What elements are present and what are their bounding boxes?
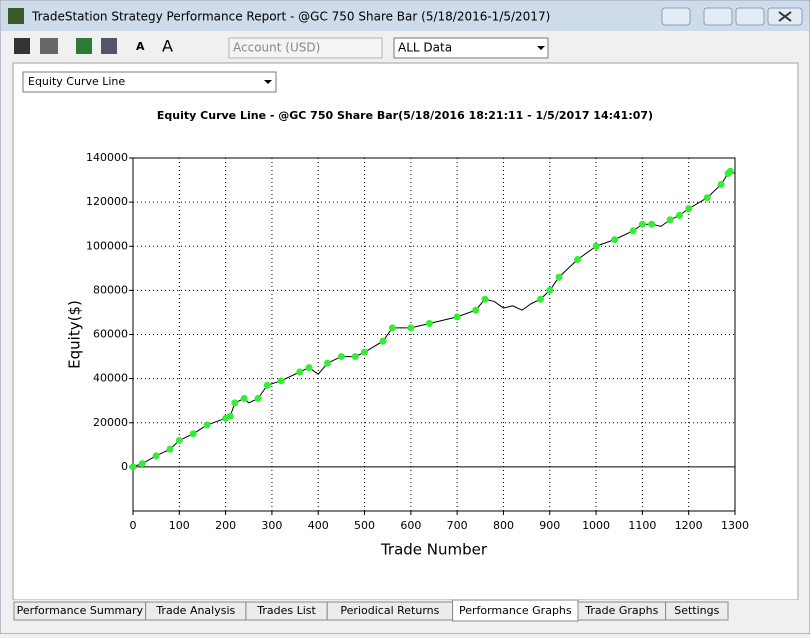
x-tick-label: 1200 bbox=[675, 519, 703, 532]
new-high-marker bbox=[175, 436, 183, 444]
new-high-marker bbox=[407, 324, 415, 332]
new-high-marker bbox=[685, 205, 693, 213]
view-select[interactable] bbox=[22, 71, 277, 93]
close-icon bbox=[778, 11, 792, 22]
new-high-marker bbox=[574, 255, 582, 263]
account-select-text: Account (USD) bbox=[233, 41, 320, 55]
new-high-marker bbox=[481, 295, 489, 303]
x-tick-label: 400 bbox=[308, 519, 329, 532]
x-tick-label: 300 bbox=[261, 519, 282, 532]
new-high-marker bbox=[638, 220, 646, 228]
tab-label: Performance Graphs bbox=[459, 604, 572, 617]
x-tick-label: 0 bbox=[130, 519, 137, 532]
new-high-marker bbox=[277, 377, 285, 385]
view-select-text: Equity Curve Line bbox=[28, 75, 125, 88]
x-tick-label: 600 bbox=[400, 519, 421, 532]
y-tick-label: 100000 bbox=[86, 239, 128, 252]
tab-label: Trade Graphs bbox=[584, 604, 658, 617]
x-tick-label: 500 bbox=[354, 519, 375, 532]
x-tick-label: 900 bbox=[539, 519, 560, 532]
new-high-marker bbox=[629, 227, 637, 235]
print-button[interactable] bbox=[40, 38, 58, 54]
new-high-marker bbox=[263, 381, 271, 389]
x-axis-label: Trade Number bbox=[380, 541, 488, 559]
x-tick-label: 100 bbox=[169, 519, 190, 532]
y-tick-label: 20000 bbox=[93, 416, 128, 429]
new-high-marker bbox=[726, 167, 734, 175]
new-high-marker bbox=[231, 399, 239, 407]
y-tick-label: 40000 bbox=[93, 372, 128, 385]
refresh-button[interactable] bbox=[76, 38, 92, 54]
chart: Equity Curve Line - @GC 750 Share Bar(5/… bbox=[66, 109, 750, 559]
y-tick-label: 60000 bbox=[93, 328, 128, 341]
equity-line bbox=[132, 170, 736, 468]
new-high-marker bbox=[546, 286, 554, 294]
new-high-marker bbox=[203, 421, 211, 429]
new-high-marker bbox=[296, 368, 304, 376]
new-high-marker bbox=[337, 353, 345, 361]
tab-label: Trades List bbox=[256, 604, 316, 617]
new-high-marker bbox=[703, 194, 711, 202]
new-high-marker bbox=[388, 324, 396, 332]
new-high-marker bbox=[138, 460, 146, 468]
restore-side-button[interactable] bbox=[661, 7, 691, 26]
tab-label: Performance Summary bbox=[17, 604, 144, 617]
y-tick-label: 140000 bbox=[86, 151, 128, 164]
new-high-marker bbox=[189, 430, 197, 438]
dropdown-arrow bbox=[537, 46, 545, 50]
x-tick-label: 1100 bbox=[628, 519, 656, 532]
x-tick-label: 1300 bbox=[721, 519, 749, 532]
new-high-marker bbox=[323, 359, 331, 367]
range-select-text: ALL Data bbox=[398, 41, 452, 55]
range-select[interactable] bbox=[393, 37, 549, 59]
new-high-marker bbox=[666, 216, 674, 224]
new-high-marker bbox=[361, 348, 369, 356]
minimize-button[interactable] bbox=[703, 7, 733, 26]
app-icon bbox=[8, 8, 24, 24]
new-high-marker bbox=[592, 242, 600, 250]
y-tick-label: 0 bbox=[121, 460, 128, 473]
x-tick-label: 1000 bbox=[582, 519, 610, 532]
new-high-marker bbox=[425, 319, 433, 327]
new-high-marker bbox=[351, 353, 359, 361]
x-tick-label: 800 bbox=[493, 519, 514, 532]
new-high-marker bbox=[472, 306, 480, 314]
font-smaller-button[interactable]: A bbox=[136, 40, 145, 53]
tab-label: Periodical Returns bbox=[340, 604, 439, 617]
chart-title: Equity Curve Line - @GC 750 Share Bar(5/… bbox=[157, 109, 653, 122]
account-select[interactable] bbox=[228, 37, 383, 59]
tab-label: Trade Analysis bbox=[155, 604, 235, 617]
new-high-marker bbox=[305, 364, 313, 372]
x-tick-label: 200 bbox=[215, 519, 236, 532]
new-high-marker bbox=[152, 452, 160, 460]
new-high-marker bbox=[226, 412, 234, 420]
new-high-marker bbox=[453, 313, 461, 321]
new-high-marker bbox=[537, 295, 545, 303]
new-high-marker bbox=[675, 211, 683, 219]
new-high-marker bbox=[129, 463, 137, 471]
y-tick-label: 80000 bbox=[93, 283, 128, 296]
new-high-marker bbox=[611, 236, 619, 244]
tab[interactable] bbox=[665, 601, 729, 621]
new-high-marker bbox=[717, 180, 725, 188]
dropdown-arrow bbox=[264, 80, 272, 84]
settings-button[interactable] bbox=[101, 38, 117, 54]
new-high-marker bbox=[555, 273, 563, 281]
new-high-marker bbox=[254, 394, 262, 402]
y-tick-label: 120000 bbox=[86, 195, 128, 208]
x-tick-label: 700 bbox=[447, 519, 468, 532]
tab-label: Settings bbox=[674, 604, 719, 617]
y-axis-label: Equity($) bbox=[66, 300, 84, 369]
new-high-marker bbox=[166, 445, 174, 453]
new-high-marker bbox=[648, 220, 656, 228]
maximize-button[interactable] bbox=[735, 7, 765, 26]
window-title: TradeStation Strategy Performance Report… bbox=[31, 10, 550, 24]
new-high-marker bbox=[379, 337, 387, 345]
save-button[interactable] bbox=[14, 38, 30, 54]
new-high-marker bbox=[240, 394, 248, 402]
font-larger-button[interactable]: A bbox=[162, 37, 173, 56]
tab-bar: Performance Summary Trade Analysis Trades … bbox=[1, 599, 809, 633]
